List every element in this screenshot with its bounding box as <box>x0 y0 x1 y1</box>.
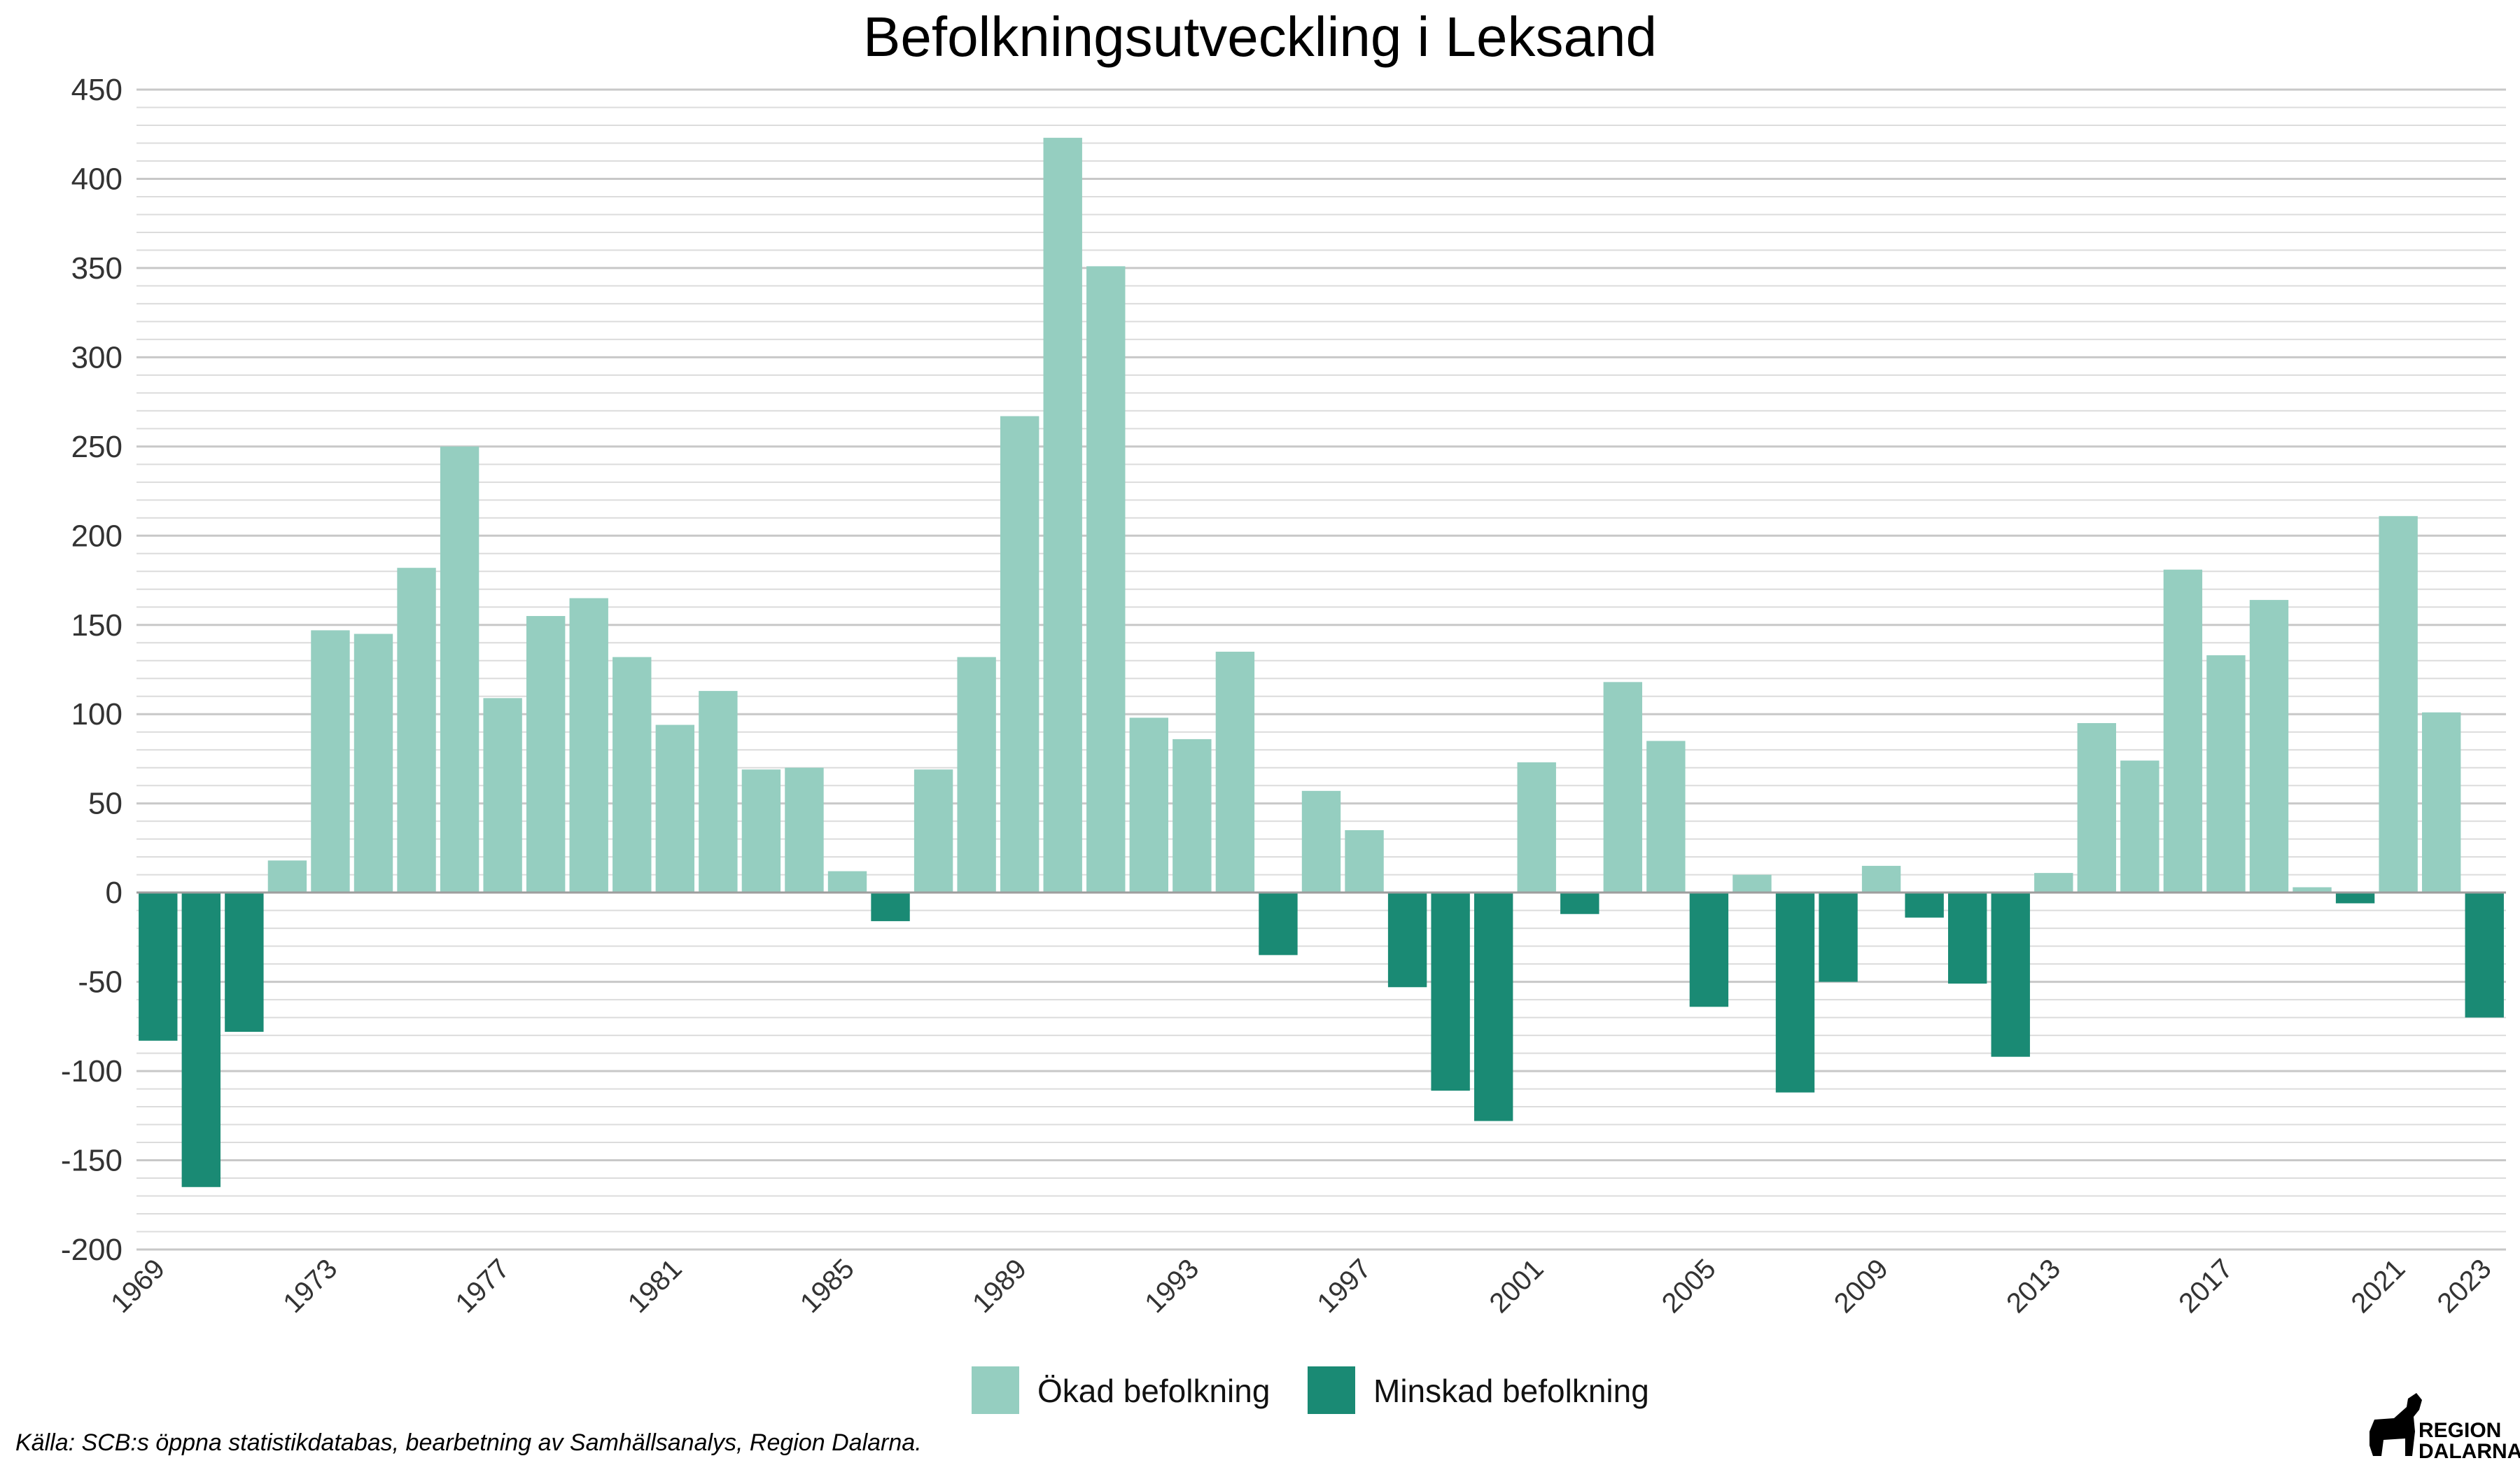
gridlines <box>136 88 2506 1251</box>
y-axis: -200 -150 -100 -50 0 50 100 150 200 250 300 350 400 4… <box>61 73 122 1267</box>
x-tick-label: 2005 <box>1656 1253 1722 1319</box>
x-tick-label: 2001 <box>1484 1253 1550 1319</box>
y-tick-label: 400 <box>71 162 122 196</box>
region-dalarna-logo: REGION DALARNA <box>2370 1393 2520 1463</box>
legend: Ökad befolkning Minskad befolkning <box>972 1366 1649 1414</box>
x-tick-label: 2009 <box>1828 1253 1894 1319</box>
y-tick-label: -150 <box>61 1144 122 1178</box>
y-tick-label: 50 <box>88 787 122 821</box>
x-tick-label: 1981 <box>622 1253 688 1319</box>
x-tick-label: 1989 <box>967 1253 1032 1319</box>
bar-2002 <box>1560 892 1600 914</box>
logo-text-line2: DALARNA <box>2418 1440 2520 1463</box>
y-tick-label: 200 <box>71 519 122 553</box>
bar-2001 <box>1517 762 1556 893</box>
x-tick-label: 2013 <box>2001 1253 2066 1319</box>
x-tick-label: 1997 <box>1311 1253 1377 1319</box>
legend-label-minskad: Minskad befolkning <box>1373 1373 1649 1409</box>
bar-1983 <box>741 769 781 893</box>
y-tick-label: -100 <box>61 1054 122 1088</box>
bars <box>139 137 2504 1187</box>
bar-1981 <box>655 724 695 893</box>
x-tick-label: 1977 <box>449 1253 515 1319</box>
bar-1982 <box>699 691 738 893</box>
bar-1971 <box>225 892 264 1032</box>
legend-swatch-okad <box>972 1366 1019 1414</box>
bar-1975 <box>397 568 436 893</box>
bar-1996 <box>1301 790 1341 893</box>
bar-1989 <box>1000 416 1040 893</box>
bar-1973 <box>311 630 350 893</box>
bar-1991 <box>1086 266 1126 893</box>
x-tick-label: 2023 <box>2432 1253 2498 1319</box>
bar-1994 <box>1215 652 1255 893</box>
bar-1995 <box>1259 892 1298 955</box>
y-tick-label: 150 <box>71 608 122 643</box>
bar-1984 <box>785 767 824 893</box>
bar-1974 <box>354 634 393 893</box>
bar-1993 <box>1172 738 1212 893</box>
bar-1992 <box>1129 718 1169 893</box>
x-tick-label: 2021 <box>2345 1253 2411 1319</box>
y-tick-label: 450 <box>71 73 122 107</box>
y-tick-label: -200 <box>61 1233 122 1267</box>
bar-2003 <box>1603 682 1643 893</box>
bar-2013 <box>2034 873 2073 893</box>
y-tick-label: 250 <box>71 430 122 464</box>
y-tick-label: 100 <box>71 697 122 732</box>
x-tick-label: 1985 <box>794 1253 860 1319</box>
bar-2007 <box>1775 892 1815 1093</box>
bar-2012 <box>1991 892 2030 1057</box>
bar-1987 <box>913 769 953 893</box>
bar-2023 <box>2465 892 2504 1018</box>
x-tick-label: 1993 <box>1139 1253 1205 1319</box>
bar-1998 <box>1387 892 1427 988</box>
bar-2016 <box>2163 569 2203 893</box>
logo-text-line1: REGION <box>2418 1419 2501 1442</box>
bar-1978 <box>526 616 566 893</box>
legend-label-okad: Ökad befolkning <box>1037 1373 1270 1409</box>
bar-2005 <box>1689 892 1729 1007</box>
bar-2006 <box>1732 874 1772 893</box>
chart-title: Befolkningsutveckling i Leksand <box>863 6 1657 68</box>
bar-2017 <box>2206 655 2246 893</box>
bar-1979 <box>569 598 608 893</box>
y-tick-label: 0 <box>106 876 122 910</box>
bar-1988 <box>957 657 996 893</box>
bar-1986 <box>871 892 910 921</box>
bar-1972 <box>267 860 307 893</box>
bar-2018 <box>2249 600 2289 893</box>
y-tick-label: -50 <box>78 965 122 1000</box>
bar-2014 <box>2077 722 2117 893</box>
bar-2019 <box>2292 887 2332 893</box>
bar-2021 <box>2379 516 2418 893</box>
x-axis: 1969 1973 1977 1981 1985 1989 1993 1997 2001 2005… <box>105 1253 2497 1319</box>
bar-2008 <box>1819 892 1858 982</box>
bar-1999 <box>1431 892 1470 1091</box>
bar-2010 <box>1905 892 1944 918</box>
x-tick-label: 2017 <box>2173 1253 2239 1319</box>
y-tick-label: 300 <box>71 340 122 374</box>
bar-1985 <box>827 871 867 893</box>
bar-1969 <box>139 892 178 1041</box>
bar-1970 <box>181 892 221 1187</box>
bar-2011 <box>1947 892 1987 984</box>
y-tick-label: 350 <box>71 251 122 286</box>
bar-1990 <box>1043 137 1082 893</box>
x-tick-label: 1973 <box>277 1253 343 1319</box>
bar-2020 <box>2335 892 2375 904</box>
legend-swatch-minskad <box>1308 1366 1355 1414</box>
bar-1980 <box>612 657 652 893</box>
bar-2000 <box>1474 892 1513 1121</box>
source-note: Källa: SCB:s öppna statistikdatabas, bea… <box>15 1429 922 1456</box>
bar-1977 <box>483 698 522 893</box>
bar-2004 <box>1646 741 1686 893</box>
bar-2009 <box>1861 865 1901 893</box>
bar-2015 <box>2120 760 2160 893</box>
dala-horse-icon <box>2370 1393 2422 1456</box>
bar-1976 <box>440 446 479 893</box>
bar-2022 <box>2421 712 2461 893</box>
bar-1997 <box>1345 830 1384 893</box>
